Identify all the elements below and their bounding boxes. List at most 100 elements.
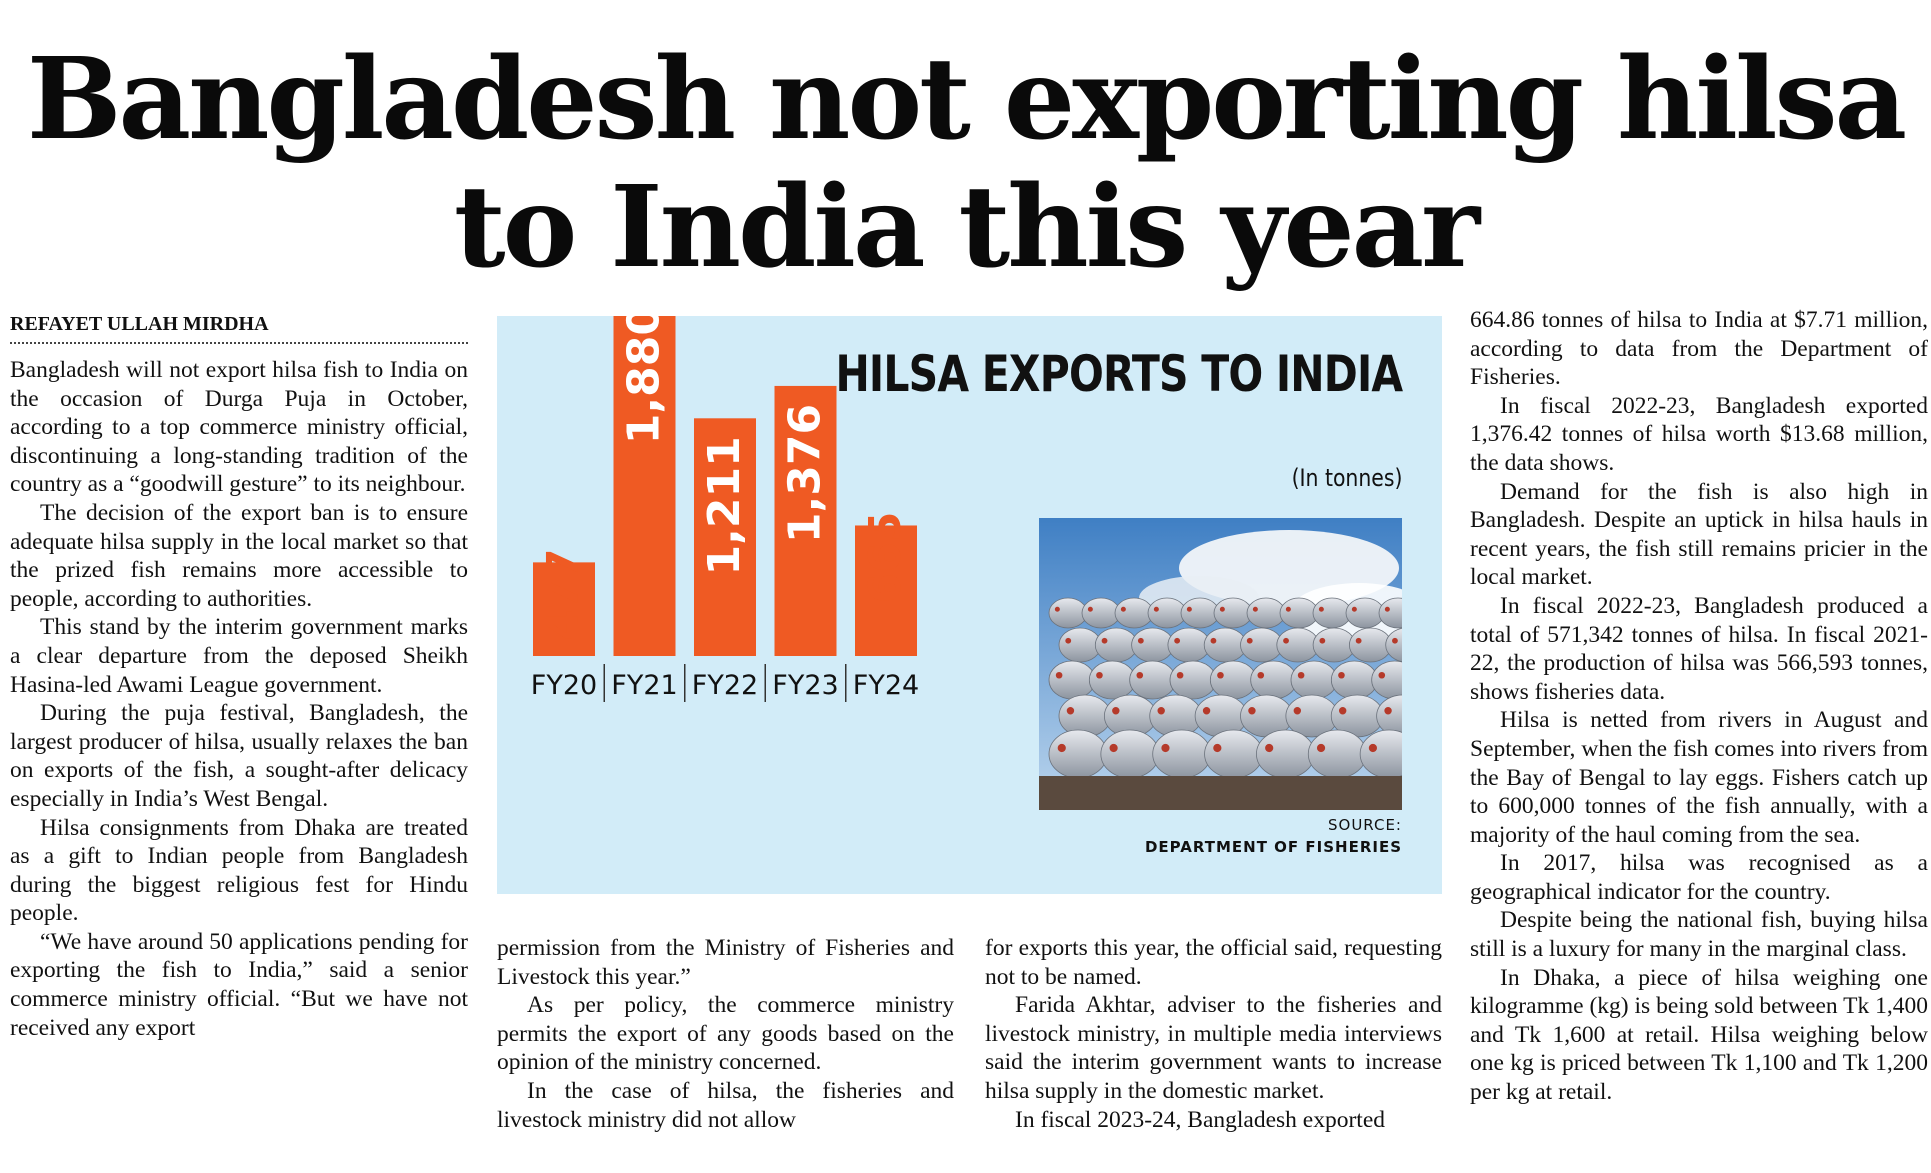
fish-eye [1248,707,1256,715]
fish-shape [1213,597,1253,629]
fish-eye [1101,637,1108,644]
fish-eye [1174,637,1181,644]
fish-eye [1096,671,1103,679]
fish-shape [1345,597,1385,629]
fish-photo-illustration [1039,518,1402,810]
bar-fy21 [613,316,676,656]
fish-eye [1378,671,1386,679]
paragraph: Bangladesh will not export hilsa fish to… [10,357,468,498]
paragraph: “We have around 50 applications pending … [10,928,468,1041]
fish-eye [1246,637,1253,644]
paragraph: The decision of the export ban is to ens… [10,499,468,612]
value-label-fy23: 1,376 [780,404,831,543]
fish-shape [1088,660,1136,700]
fish-eye [1257,671,1265,679]
paragraph: In 2017, hilsa was recognised as a geogr… [1470,850,1928,905]
fish-shape [1204,729,1263,779]
fish-eye [1338,707,1347,715]
fish-shape [1048,660,1096,700]
fish-eye [1316,743,1326,753]
fish-eye [1368,743,1378,753]
fish-eye [1384,606,1390,612]
fish-shape [1081,597,1121,629]
fish-eye [1054,606,1060,612]
bar-chart-canvas: 477 FY20 1,880 FY21 1,211 FY22 1,376 FY23 665 FY2… [531,316,919,702]
fish-eye [1136,671,1144,679]
fish-eye [1265,743,1274,753]
paragraph: Hilsa consignments from Dhaka are treate… [10,814,468,927]
fish-shape [1240,627,1283,663]
paragraph: In the case of hilsa, the fisheries and … [497,1077,954,1133]
paragraph: permission from the Ministry of Fisherie… [497,935,954,990]
paragraph: 664.86 tonnes of hilsa to India at $7.71… [1470,307,1928,391]
value-label-fy22: 1,211 [699,436,750,575]
fish-shape [1276,627,1320,663]
fish-shape [1058,627,1102,663]
fish-eye [1137,637,1144,644]
fish-eye [1176,671,1184,679]
article-column-4: 664.86 tonnes of hilsa to India at $7.71… [1470,306,1928,1173]
source-value: DEPARTMENT OF FISHERIES [1144,838,1402,856]
bar-fy22 [694,418,756,656]
fish-eye [1293,707,1302,715]
fish-shape [1169,660,1217,700]
fish-shape [1094,627,1138,663]
hilsa-exports-chart: 477 FY20 1,880 FY21 1,211 FY22 1,376 FY23 665 FY2… [497,316,1442,894]
bar-fy23 [774,385,837,656]
fish-eye [1112,707,1120,715]
headline-line-1: Bangladesh not exporting hilsa [26,34,1907,165]
paragraph: In Dhaka, a piece of hilsa weighing one … [1470,964,1928,1106]
paragraph: Hilsa is netted from rivers in August an… [1470,707,1928,848]
fish-eye [1109,743,1118,753]
fish-shape [1209,660,1257,700]
fish-shape [1048,597,1088,629]
fish-eye [1157,707,1165,715]
value-label-fy20: 477 [538,548,589,640]
paragraph: This stand by the interim government mar… [10,614,468,698]
fish-shape [1279,597,1319,629]
chart-title: HILSA EXPORTS TO INDIA [835,345,1403,403]
fish-eye [1252,606,1258,612]
fish-eye [1217,671,1224,679]
fish-shape [1312,627,1356,663]
fish-eye [1057,743,1066,753]
fish-shape [1114,597,1154,629]
fish-eye [1384,707,1392,715]
fish-eye [1161,743,1170,753]
fish-eye [1065,637,1072,644]
fish-shape [1180,597,1220,629]
headline-line-2: to India this year [453,162,1480,293]
fish-shape [1167,627,1211,663]
fish-shape [1048,729,1108,779]
category-label-fy21: FY21 [611,670,677,701]
fish-eye [1213,743,1222,753]
fish-eye [1318,606,1324,612]
fish-shape [1203,627,1247,663]
article-column-3: for exports this year, the official said… [985,934,1442,1173]
fish-shape [1378,597,1402,629]
fish-shape [1348,627,1392,663]
paragraph: Farida Akhtar, adviser to the fisheries … [985,992,1442,1104]
category-label-fy24: FY24 [853,670,919,701]
fish-eye [1219,606,1225,612]
fish-eye [1210,637,1217,644]
fish-shape [1129,660,1177,700]
article-column-2: permission from the Ministry of Fisherie… [497,934,954,1173]
fish-shape [1256,729,1315,779]
fish-eye [1392,637,1398,644]
fish-eye [1120,606,1126,612]
fish-eye [1338,671,1345,679]
category-label-fy23: FY23 [772,670,838,701]
fish-shape [1376,694,1402,738]
category-label-fy20: FY20 [531,670,597,701]
fish-shape [1147,597,1187,629]
headline: Bangladesh not exporting hilsa to India … [0,36,1931,292]
fish-eye [1355,637,1362,644]
fish-shape [1250,660,1298,700]
paragraph: for exports this year, the official said… [985,935,1442,990]
bar-fy24 [855,525,917,656]
fish-shape [1312,597,1352,629]
fish-eye [1297,671,1305,679]
paragraph: Demand for the fish is also high in Bang… [1470,478,1928,591]
hilsa-fish-photo [1039,518,1402,810]
